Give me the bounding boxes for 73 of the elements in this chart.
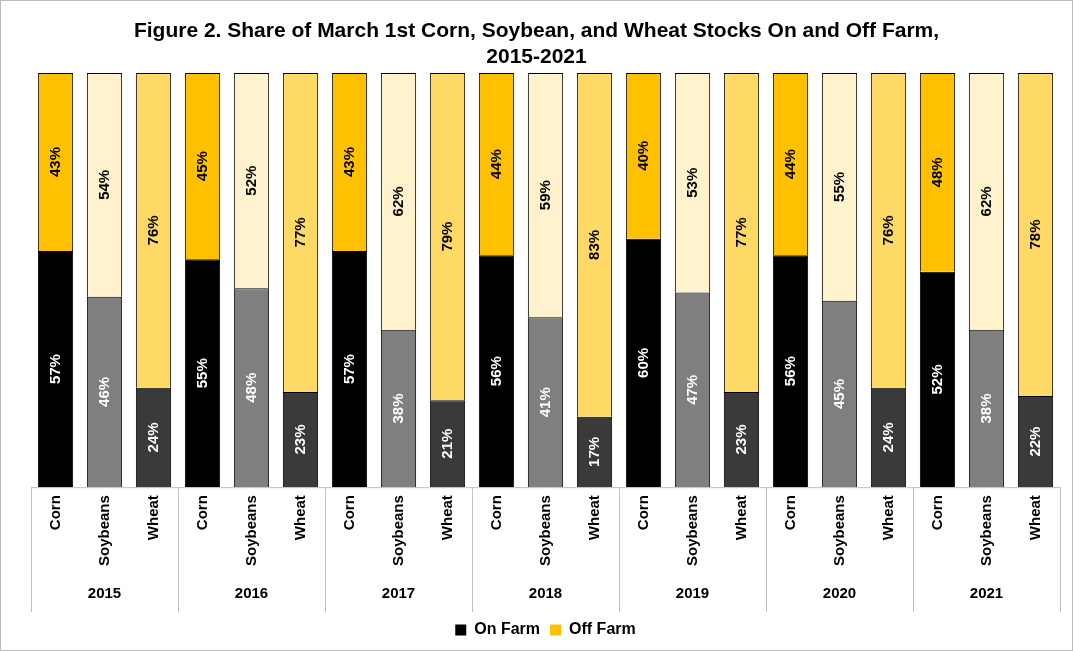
x-tick-label: Soybeans [535, 495, 553, 567]
data-label: 46% [94, 376, 112, 407]
x-tick-label: Soybeans [682, 495, 700, 567]
x-tick-label: Wheat [290, 495, 308, 541]
data-label: 62% [976, 186, 994, 217]
data-label: 57% [45, 354, 63, 385]
x-tick-label: Corn [486, 495, 504, 531]
x-tick-label: Soybeans [976, 495, 994, 567]
data-label: 45% [829, 378, 847, 409]
data-label: 45% [192, 151, 210, 182]
data-label: 41% [535, 387, 553, 418]
data-label: 40% [633, 140, 651, 171]
data-label: 78% [1025, 219, 1043, 250]
data-label: 21% [437, 428, 455, 459]
data-label: 76% [143, 215, 161, 246]
data-label: 52% [927, 364, 945, 395]
x-tick-label: Soybeans [829, 495, 847, 567]
text: 2020 [822, 584, 857, 602]
data-label: 55% [192, 358, 210, 389]
text: 2019 [675, 584, 710, 602]
data-label: 24% [143, 422, 161, 453]
x-tick-label: Corn [339, 495, 357, 531]
data-label: 43% [45, 147, 63, 178]
x-tick-label: Wheat [731, 495, 749, 541]
data-label: 54% [94, 169, 112, 200]
x-tick-label: Wheat [143, 495, 161, 541]
text: 2015 [87, 584, 122, 602]
x-tick-label: Soybeans [94, 495, 112, 567]
data-label: 47% [682, 374, 700, 405]
data-label: 23% [731, 424, 749, 455]
data-label: 52% [241, 165, 259, 196]
x-tick-label: Wheat [1025, 495, 1043, 541]
data-label: 38% [388, 393, 406, 424]
data-label: 55% [829, 171, 847, 202]
data-label: 77% [290, 217, 308, 248]
data-label: 43% [339, 147, 357, 178]
x-tick-label: Soybeans [388, 495, 406, 567]
data-label: 59% [535, 180, 553, 211]
x-tick-label: Corn [633, 495, 651, 531]
data-label: 57% [339, 354, 357, 385]
text: 2016 [234, 584, 269, 602]
legend-label: Off Farm [569, 620, 636, 638]
data-label: 48% [241, 372, 259, 403]
x-tick-label: Soybeans [241, 495, 259, 567]
chart-title: Figure 2. Share of March 1st Corn, Soybean, and Wheat Stocks On and Off Farm, 2015-2021 [132, 17, 941, 69]
x-tick-label: Corn [780, 495, 798, 531]
x-tick-label: Corn [45, 495, 63, 531]
data-label: 62% [388, 186, 406, 217]
data-label: 17% [584, 436, 602, 467]
data-label: 53% [682, 167, 700, 198]
text: 2018 [528, 584, 563, 602]
data-label: 60% [633, 347, 651, 378]
x-tick-label: Corn [192, 495, 210, 531]
data-label: 22% [1025, 426, 1043, 457]
data-label: 79% [437, 221, 455, 252]
data-label: 77% [731, 217, 749, 248]
data-label: 48% [927, 157, 945, 188]
x-tick-label: Wheat [437, 495, 455, 541]
data-label: 76% [878, 215, 896, 246]
x-tick-label: Corn [927, 495, 945, 531]
text: 2017 [381, 584, 416, 602]
data-label: 56% [780, 356, 798, 387]
x-tick-label: Wheat [878, 495, 896, 541]
data-label: 44% [780, 149, 798, 180]
legend-label: On Farm [474, 620, 541, 638]
text: 2021 [969, 584, 1004, 602]
data-label: 24% [878, 422, 896, 453]
x-tick-label: Wheat [584, 495, 602, 541]
data-label: 56% [486, 356, 504, 387]
data-label: 44% [486, 149, 504, 180]
data-label: 83% [584, 229, 602, 260]
data-label: 38% [976, 393, 994, 424]
data-label: 23% [290, 424, 308, 455]
